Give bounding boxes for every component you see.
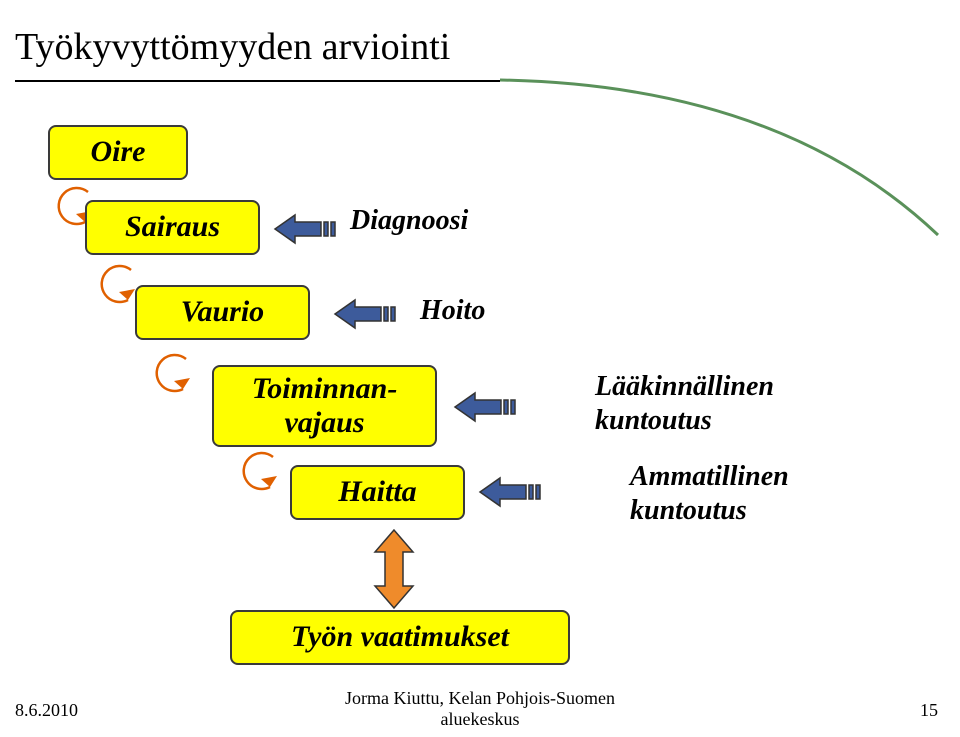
node-vaurio: Vaurio — [135, 285, 310, 340]
footer-date: 8.6.2010 — [15, 700, 78, 721]
label-laakinnallinen: Lääkinnällinen kuntoutus — [595, 370, 855, 437]
node-toiminnanvajaus-label: Toiminnan- vajaus — [252, 372, 398, 441]
node-oire-label: Oire — [91, 135, 146, 170]
slide-title: Työkyvyttömyyden arviointi — [15, 25, 450, 69]
node-haitta-label: Haitta — [338, 475, 416, 510]
footer-center: Jorma Kiuttu, Kelan Pohjois-Suomen aluek… — [300, 688, 660, 730]
footer-center-line1: Jorma Kiuttu, Kelan Pohjois-Suomen — [345, 688, 615, 708]
swoosh-curve — [500, 80, 938, 235]
node-tyon-vaatimukset: Työn vaatimukset — [230, 610, 570, 665]
blue-arrows — [275, 215, 540, 506]
footer-center-line2: aluekeskus — [441, 709, 520, 729]
node-tyon-label: Työn vaatimukset — [291, 620, 509, 655]
node-sairaus-label: Sairaus — [125, 210, 220, 245]
node-haitta: Haitta — [290, 465, 465, 520]
title-underline — [15, 80, 500, 82]
node-sairaus: Sairaus — [85, 200, 260, 255]
slide-stage: Työkyvyttömyyden arviointi — [0, 0, 960, 737]
node-toiminnanvajaus: Toiminnan- vajaus — [212, 365, 437, 447]
label-ammatillinen: Ammatillinen kuntoutus — [630, 460, 890, 527]
node-vaurio-label: Vaurio — [181, 295, 264, 330]
orange-double-arrow — [375, 530, 413, 608]
footer-page: 15 — [920, 700, 938, 721]
node-oire: Oire — [48, 125, 188, 180]
label-diagnoosi: Diagnoosi — [350, 205, 468, 237]
label-hoito: Hoito — [420, 295, 485, 327]
